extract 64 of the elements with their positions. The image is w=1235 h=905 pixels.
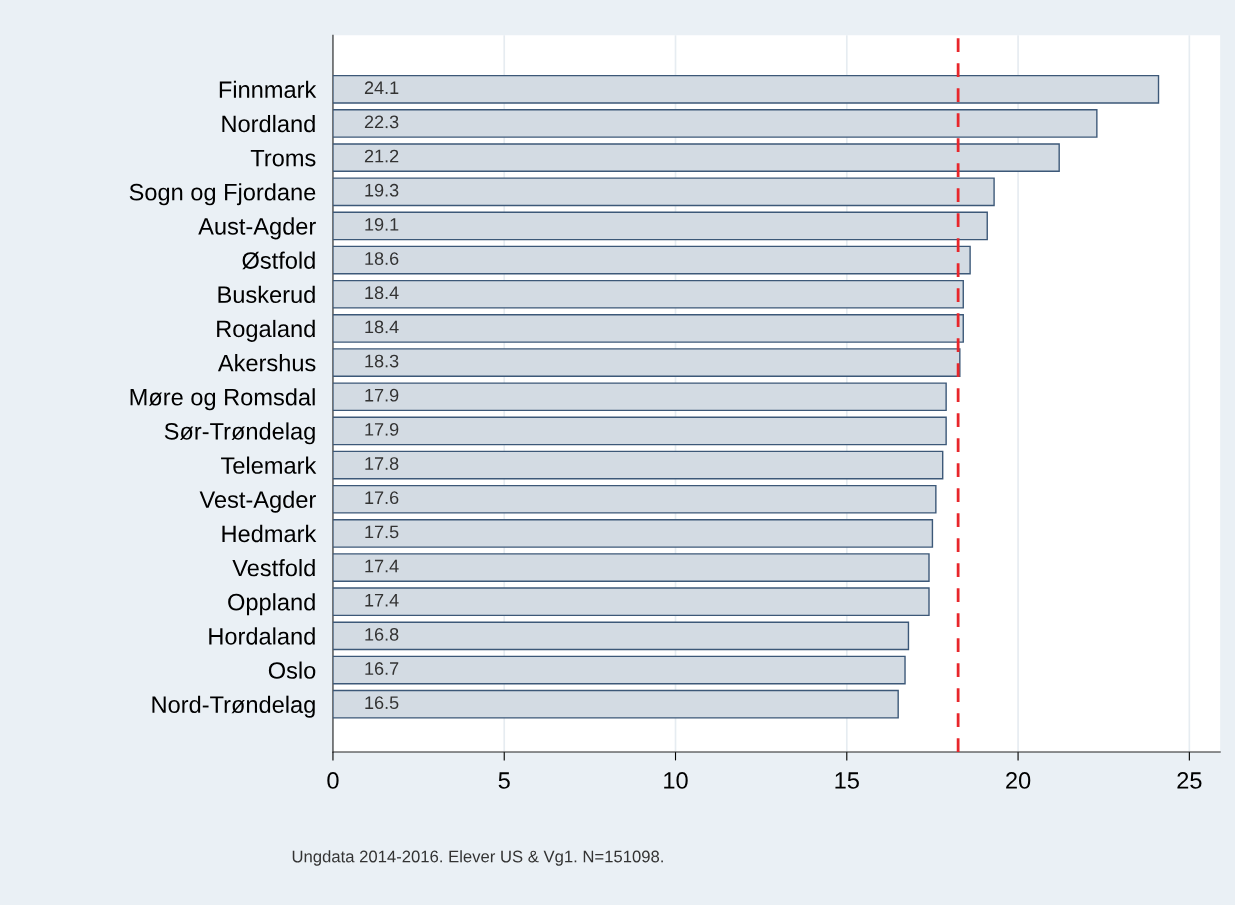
y-tick-label: Hordaland xyxy=(209,627,315,645)
y-tick-label: Finnmark xyxy=(219,80,317,99)
bar xyxy=(332,553,930,582)
data-label: 16.5 xyxy=(365,696,399,710)
y-tick-label: Sogn og Fjordane xyxy=(129,183,316,206)
data-label: 17.5 xyxy=(365,525,399,539)
data-label: 24.1 xyxy=(364,81,399,94)
data-label: 19.3 xyxy=(365,183,399,197)
data-label: 17.4 xyxy=(365,593,399,607)
bar xyxy=(332,655,906,685)
bar xyxy=(332,279,964,309)
y-tick-label: Troms xyxy=(250,149,316,167)
y-tick-label: Rogaland xyxy=(217,319,315,342)
data-label: 19.1 xyxy=(365,217,399,231)
data-label: 17.8 xyxy=(365,457,399,470)
x-tick-label: 0 xyxy=(327,772,339,789)
data-label: 18.3 xyxy=(365,354,399,368)
bar xyxy=(332,416,947,446)
bar xyxy=(332,177,995,207)
x-tick-label: 20 xyxy=(1006,772,1031,789)
data-label: 17.9 xyxy=(365,422,399,436)
y-tick-label: Sør-Trøndelag xyxy=(164,422,315,445)
bar xyxy=(332,450,944,480)
y-tick-label: Møre og Romsdal xyxy=(130,388,315,411)
text: Ungdata 2014-2016. Elever US & Vg1. N=151098. xyxy=(292,850,663,866)
y-tick-label: Buskerud xyxy=(218,285,315,304)
data-label: 17.6 xyxy=(365,491,399,505)
y-tick-label: Telemark xyxy=(221,456,317,474)
bar xyxy=(332,74,1160,104)
x-tick-label: 15 xyxy=(835,772,859,789)
y-tick-label: Oslo xyxy=(268,661,316,679)
y-tick-label: Nord-Trøndelag xyxy=(152,695,315,718)
data-label: 22.3 xyxy=(364,115,399,129)
data-label: 17.4 xyxy=(365,559,399,573)
bar xyxy=(332,382,947,412)
y-tick-label: Akershus xyxy=(217,354,316,372)
y-tick-label: Nordland xyxy=(222,114,315,133)
x-tick-label: 25 xyxy=(1177,772,1202,789)
bar xyxy=(332,245,971,275)
data-label: 21.2 xyxy=(364,149,399,163)
x-tick-label: 10 xyxy=(664,772,688,789)
y-tick-label: Hedmark xyxy=(222,524,317,543)
data-label: 18.6 xyxy=(365,252,399,265)
bar xyxy=(332,211,988,241)
data-label: 18.4 xyxy=(365,286,399,300)
bar xyxy=(332,484,937,514)
bar xyxy=(332,109,1098,138)
bar xyxy=(332,314,964,343)
y-tick-label: Aust-Agder xyxy=(198,217,316,240)
bar xyxy=(332,143,1060,172)
bar xyxy=(332,519,934,548)
x-tick-label: 5 xyxy=(498,772,510,789)
bar xyxy=(332,621,910,651)
bar xyxy=(332,348,961,377)
data-label: 17.9 xyxy=(365,388,399,402)
y-tick-label: Østfold xyxy=(242,251,315,270)
y-tick-label: Vestfold xyxy=(232,559,315,577)
data-label: 18.4 xyxy=(365,320,399,334)
data-label: 16.7 xyxy=(365,662,399,675)
data-label: 16.8 xyxy=(365,627,399,641)
y-tick-label: Oppland xyxy=(228,593,315,616)
bar xyxy=(332,689,899,719)
bar xyxy=(332,587,930,617)
y-tick-label: Vest-Agder xyxy=(199,490,316,513)
